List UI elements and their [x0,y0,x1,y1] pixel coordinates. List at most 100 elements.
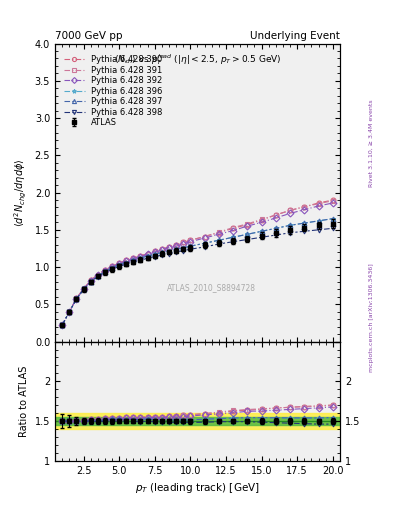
Pythia 6.428 397 [131,258,136,264]
Pythia 6.428 392 [202,235,207,241]
Pythia 6.428 398 [288,230,292,236]
Pythia 6.428 391 [316,201,321,207]
Text: 7000 GeV pp: 7000 GeV pp [55,31,123,41]
Pythia 6.428 392 [245,223,250,229]
Pythia 6.428 391 [131,255,136,261]
Pythia 6.428 397 [124,260,129,266]
Pythia 6.428 396 [174,246,178,252]
Pythia 6.428 398 [95,274,100,280]
Pythia 6.428 397 [74,296,79,302]
Pythia 6.428 398 [74,296,79,302]
Pythia 6.428 391 [117,260,121,266]
Pythia 6.428 398 [231,239,235,245]
Pythia 6.428 391 [160,246,164,252]
Pythia 6.428 392 [103,268,107,274]
Pythia 6.428 390 [138,253,143,259]
Pythia 6.428 390 [259,217,264,223]
Pythia 6.428 391 [188,237,193,243]
Pythia 6.428 392 [174,243,178,249]
Pythia 6.428 391 [288,207,292,214]
Pythia 6.428 397 [274,225,278,231]
Pythia 6.428 392 [217,231,221,238]
Line: Pythia 6.428 396: Pythia 6.428 396 [60,216,335,328]
Pythia 6.428 398 [316,227,321,233]
Y-axis label: Ratio to ATLAS: Ratio to ATLAS [19,366,29,437]
Pythia 6.428 396 [110,265,114,271]
Pythia 6.428 392 [95,272,100,279]
Pythia 6.428 398 [138,258,143,264]
Pythia 6.428 392 [110,264,114,270]
Line: Pythia 6.428 390: Pythia 6.428 390 [60,198,335,328]
Pythia 6.428 398 [81,286,86,292]
Pythia 6.428 392 [181,241,185,247]
Pythia 6.428 391 [88,278,93,284]
Pythia 6.428 392 [60,322,64,328]
Pythia 6.428 397 [202,240,207,246]
Pythia 6.428 391 [181,240,185,246]
Pythia 6.428 396 [74,296,79,302]
Pythia 6.428 391 [152,248,157,254]
Pythia 6.428 396 [231,234,235,240]
Pythia 6.428 391 [138,253,143,259]
Pythia 6.428 391 [202,233,207,240]
Pythia 6.428 396 [331,216,335,222]
Pythia 6.428 390 [131,255,136,261]
Line: Pythia 6.428 398: Pythia 6.428 398 [60,226,335,328]
Line: Pythia 6.428 391: Pythia 6.428 391 [60,198,335,328]
Pythia 6.428 390 [60,322,64,328]
X-axis label: $p_T$ (leading track) [GeV]: $p_T$ (leading track) [GeV] [135,481,260,495]
Pythia 6.428 390 [331,197,335,203]
Pythia 6.428 392 [231,227,235,233]
Pythia 6.428 396 [245,231,250,238]
Pythia 6.428 390 [288,207,292,214]
Pythia 6.428 392 [124,258,129,264]
Pythia 6.428 397 [331,216,335,222]
Pythia 6.428 397 [174,246,178,252]
Pythia 6.428 392 [188,239,193,245]
Pythia 6.428 397 [110,265,114,271]
Pythia 6.428 391 [274,212,278,218]
Pythia 6.428 397 [231,234,235,240]
Pythia 6.428 391 [167,244,171,250]
Pythia 6.428 392 [316,203,321,209]
Pythia 6.428 391 [302,204,307,210]
Pythia 6.428 390 [95,271,100,278]
Pythia 6.428 391 [60,322,64,328]
Pythia 6.428 391 [110,263,114,269]
Pythia 6.428 391 [331,198,335,204]
Pythia 6.428 396 [81,286,86,292]
Line: Pythia 6.428 392: Pythia 6.428 392 [60,201,335,328]
Pythia 6.428 391 [81,286,86,292]
Pythia 6.428 397 [181,245,185,251]
Text: mcplots.cern.ch [arXiv:1306.3436]: mcplots.cern.ch [arXiv:1306.3436] [369,263,374,372]
Pythia 6.428 398 [202,244,207,250]
Pythia 6.428 397 [81,286,86,292]
Pythia 6.428 396 [67,309,72,315]
Pythia 6.428 390 [145,250,150,257]
Pythia 6.428 391 [259,216,264,222]
Pythia 6.428 396 [124,260,129,266]
Pythia 6.428 396 [60,322,64,328]
Pythia 6.428 397 [67,309,72,315]
Pythia 6.428 390 [316,200,321,206]
Pythia 6.428 392 [167,245,171,251]
Pythia 6.428 392 [152,249,157,255]
Pythia 6.428 392 [138,253,143,260]
Pythia 6.428 396 [288,222,292,228]
Pythia 6.428 396 [316,218,321,224]
Pythia 6.428 392 [74,296,79,302]
Pythia 6.428 397 [103,268,107,274]
Pythia 6.428 392 [259,219,264,225]
Pythia 6.428 390 [88,278,93,284]
Pythia 6.428 397 [60,322,64,328]
Pythia 6.428 390 [181,240,185,246]
Pythia 6.428 396 [302,220,307,226]
Pythia 6.428 398 [67,309,72,315]
Pythia 6.428 396 [152,251,157,258]
Pythia 6.428 397 [288,222,292,228]
Pythia 6.428 392 [302,207,307,213]
Pythia 6.428 397 [217,237,221,243]
Pythia 6.428 398 [131,259,136,265]
Pythia 6.428 398 [181,248,185,254]
Text: Underlying Event: Underlying Event [250,31,340,41]
